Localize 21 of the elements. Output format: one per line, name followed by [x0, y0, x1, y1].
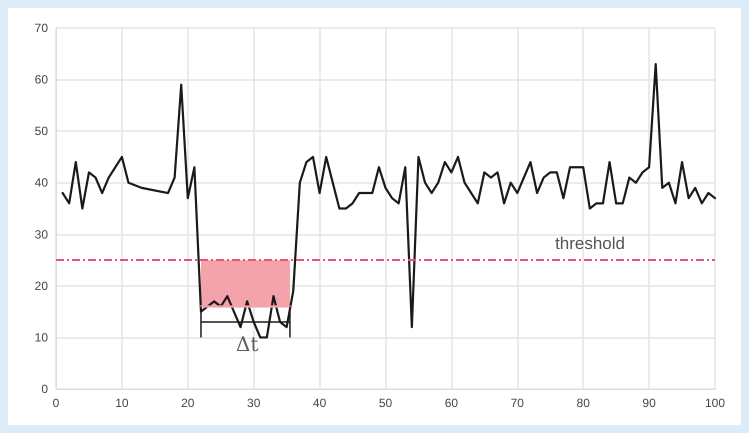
y-tick-label: 30 [34, 227, 48, 242]
x-tick-label: 30 [247, 396, 261, 410]
x-tick-label: 0 [52, 396, 60, 410]
y-tick-label: 50 [34, 124, 48, 138]
x-tick-label: 60 [444, 396, 458, 410]
x-tick-label: 90 [642, 396, 656, 410]
annotation: Δt [236, 332, 258, 356]
y-tick-label: 40 [34, 176, 48, 190]
y-tick-label: 70 [34, 21, 48, 35]
y-tick-label: 60 [34, 72, 48, 87]
x-tick-label: 10 [115, 396, 129, 410]
y-tick-label: 0 [41, 382, 48, 396]
x-tick-label: 100 [704, 396, 726, 410]
x-tick-label: 50 [378, 396, 392, 410]
x-tick-label: 70 [510, 396, 524, 410]
y-tick-label: 20 [34, 278, 48, 293]
x-tick-label: 20 [181, 396, 195, 410]
x-tick-label: 40 [312, 396, 327, 410]
x-tick-label: 80 [576, 396, 590, 410]
ref-line-label: threshold [555, 234, 625, 254]
y-tick-label: 10 [34, 330, 48, 344]
